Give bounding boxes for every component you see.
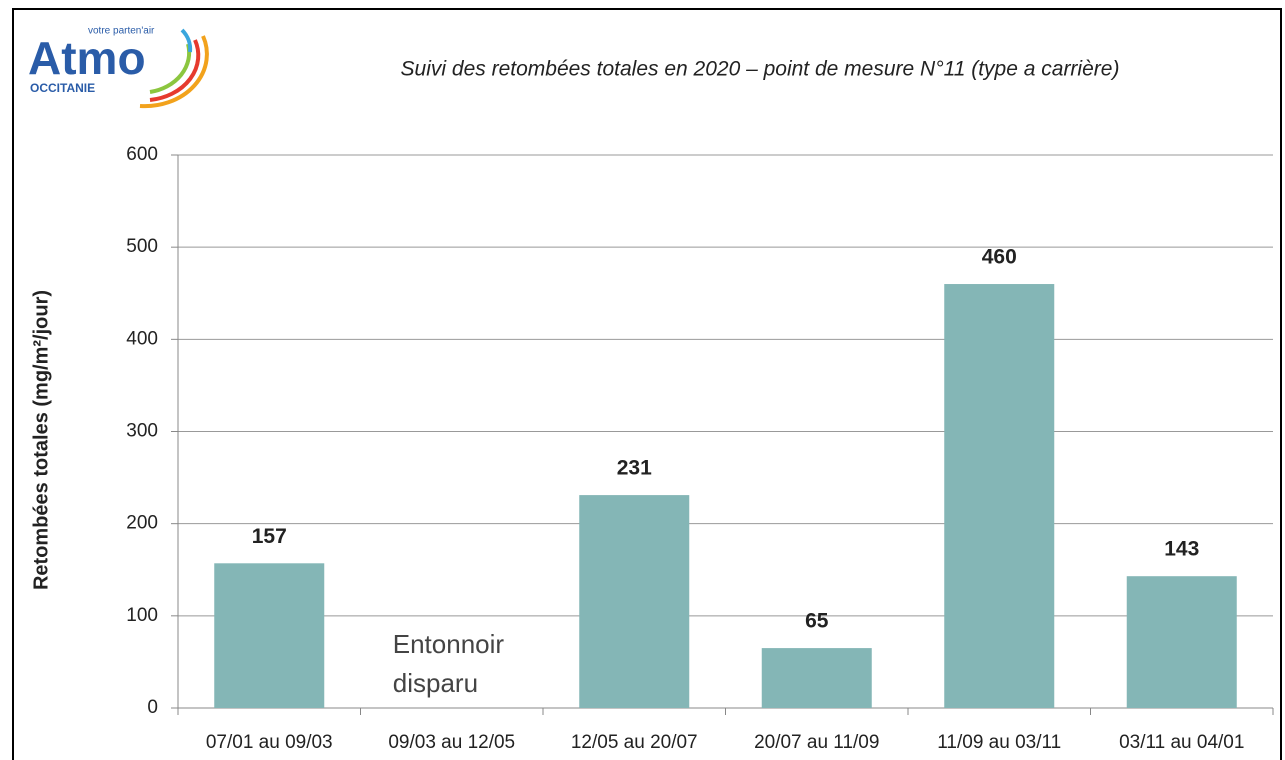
logo-name: Atmo xyxy=(28,32,146,84)
bar xyxy=(214,563,325,708)
logo-arc xyxy=(180,28,193,53)
y-tick-label: 400 xyxy=(126,328,158,349)
chart-title: Suivi des retombées totales en 2020 – po… xyxy=(401,58,1120,81)
annotation: disparu xyxy=(393,668,478,698)
value-label: 157 xyxy=(252,525,287,548)
logo-tagline: votre parten'air xyxy=(88,26,155,37)
value-label: 143 xyxy=(1164,538,1199,561)
logo: Atmo votre parten'air OCCITANIE xyxy=(28,26,209,109)
x-tick-label: 12/05 au 20/07 xyxy=(571,732,698,753)
bar xyxy=(579,495,690,708)
logo-region: OCCITANIE xyxy=(30,81,95,95)
y-tick-label: 100 xyxy=(126,605,158,626)
logo-arc xyxy=(139,35,209,109)
y-tick-label: 600 xyxy=(126,144,158,165)
frame xyxy=(12,8,1282,760)
bar xyxy=(1126,576,1237,708)
x-tick-label: 11/09 au 03/11 xyxy=(937,732,1061,753)
y-axis-label: Retombées totales (mg/m²/jour) xyxy=(30,290,52,590)
y-tick-label: 0 xyxy=(147,697,158,718)
bar xyxy=(944,284,1055,708)
y-tick-label: 200 xyxy=(126,513,158,534)
y-tick-label: 500 xyxy=(126,236,158,257)
value-label: 231 xyxy=(617,457,652,480)
bar xyxy=(761,648,872,708)
x-tick-label: 20/07 au 11/09 xyxy=(754,732,879,753)
annotation: Entonnoir xyxy=(393,629,505,659)
value-label: 460 xyxy=(982,246,1017,269)
x-tick-label: 03/11 au 04/01 xyxy=(1119,732,1244,753)
y-tick-label: 300 xyxy=(126,421,158,442)
logo-arc xyxy=(149,39,201,102)
x-tick-label: 09/03 au 12/05 xyxy=(388,732,515,753)
value-label: 65 xyxy=(805,610,829,633)
x-tick-label: 07/01 au 09/03 xyxy=(206,732,333,753)
